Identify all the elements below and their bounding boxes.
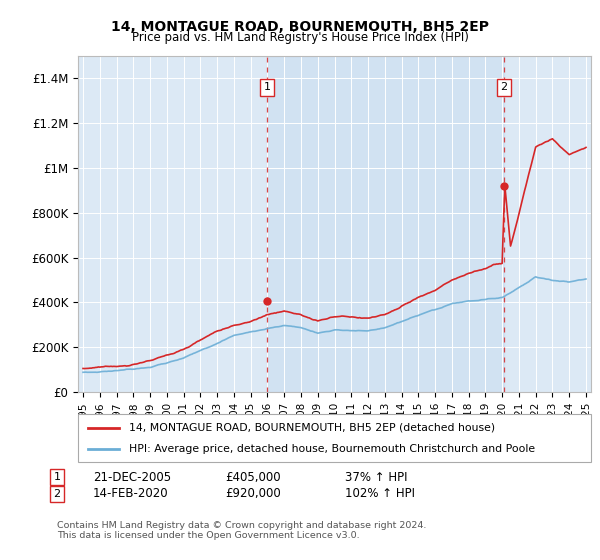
Text: 14, MONTAGUE ROAD, BOURNEMOUTH, BH5 2EP (detached house): 14, MONTAGUE ROAD, BOURNEMOUTH, BH5 2EP … (130, 423, 496, 433)
Text: Price paid vs. HM Land Registry's House Price Index (HPI): Price paid vs. HM Land Registry's House … (131, 31, 469, 44)
Text: HPI: Average price, detached house, Bournemouth Christchurch and Poole: HPI: Average price, detached house, Bour… (130, 444, 535, 454)
Text: 14, MONTAGUE ROAD, BOURNEMOUTH, BH5 2EP: 14, MONTAGUE ROAD, BOURNEMOUTH, BH5 2EP (111, 20, 489, 34)
Bar (267, 56, 504, 392)
Text: Contains HM Land Registry data © Crown copyright and database right 2024.
This d: Contains HM Land Registry data © Crown c… (57, 521, 427, 540)
FancyBboxPatch shape (78, 414, 591, 462)
Text: 21-DEC-2005: 21-DEC-2005 (93, 470, 171, 484)
Text: 37% ↑ HPI: 37% ↑ HPI (345, 470, 407, 484)
Text: 2: 2 (500, 82, 508, 92)
Text: 14-FEB-2020: 14-FEB-2020 (93, 487, 169, 501)
Text: 1: 1 (53, 472, 61, 482)
Text: 2: 2 (53, 489, 61, 499)
Text: £405,000: £405,000 (225, 470, 281, 484)
Text: £920,000: £920,000 (225, 487, 281, 501)
Text: 102% ↑ HPI: 102% ↑ HPI (345, 487, 415, 501)
Text: 1: 1 (263, 82, 271, 92)
